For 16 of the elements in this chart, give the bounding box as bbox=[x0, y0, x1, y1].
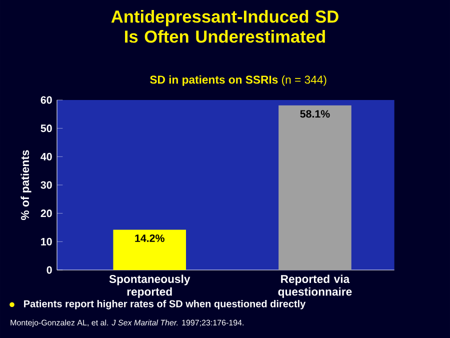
y-tick-label: 30 bbox=[40, 181, 52, 189]
y-tick-label: 0 bbox=[46, 266, 52, 274]
y-tick-label: 50 bbox=[40, 124, 52, 132]
y-tick-label: 60 bbox=[40, 96, 52, 104]
y-tick-label: 40 bbox=[40, 152, 52, 160]
text: Montejo-Gonzalez AL, et al. J Sex Marital Ther. 1997;23:176-194. bbox=[10, 320, 244, 328]
data-label: 58.1% bbox=[300, 110, 330, 118]
x-tick-label: Reported via questionnaire bbox=[278, 274, 352, 298]
chart-subtitle: SD in patients on SSRIs (n = 344) bbox=[150, 75, 326, 86]
text: Patients report higher rates of SD when questioned directly bbox=[24, 300, 306, 310]
y-axis-title: % of patients bbox=[20, 150, 32, 220]
chart-title: Antidepressant-Induced SD Is Often Underestimated bbox=[111, 10, 338, 43]
y-tick-label: 10 bbox=[41, 238, 52, 246]
data-label: 14.2% bbox=[135, 234, 164, 242]
x-tick-label: Spontaneously reported bbox=[109, 274, 190, 298]
y-tick-label: 20 bbox=[40, 210, 52, 218]
